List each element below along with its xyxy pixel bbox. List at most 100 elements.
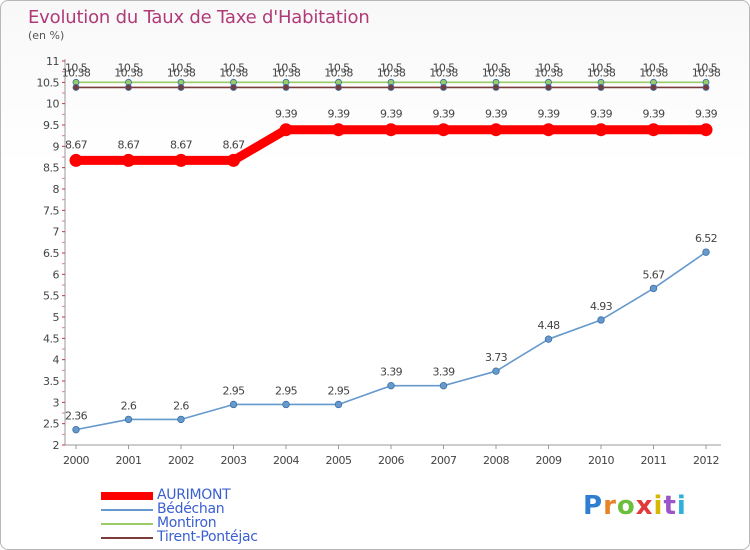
data-point: [72, 425, 80, 434]
data-label: 9.39: [695, 108, 718, 121]
data-label: 10.5: [695, 61, 718, 74]
data-label: 10.38: [534, 66, 563, 79]
data-point: [174, 153, 188, 167]
data-label: 10.5: [590, 61, 613, 74]
data-label: 2.95: [275, 384, 298, 397]
data-point: [437, 123, 450, 137]
x-tick-label: 2007: [431, 454, 457, 467]
data-label: 9.39: [537, 108, 560, 121]
legend-swatch: [101, 509, 153, 511]
data-label: 10.5: [642, 61, 665, 74]
data-label: 10.38: [324, 66, 353, 79]
data-point: [699, 123, 713, 137]
data-label: 10.5: [222, 61, 245, 74]
data-point: [544, 335, 553, 343]
legend-label: Bédéchan: [157, 501, 225, 517]
series-tirent-pont-jac: 10.38 10.38 10.38 10.38 10.38 10.38 10.38 10.38…: [62, 66, 721, 91]
data-point: [332, 123, 345, 137]
data-label: 10.38: [587, 66, 616, 79]
data-label: 10.5: [537, 61, 560, 74]
data-point: [230, 84, 237, 91]
y-tick-label: 8.5: [43, 162, 59, 175]
data-label: 10.5: [380, 61, 403, 74]
data-label: 10.38: [639, 66, 668, 79]
y-tick-label: 2.5: [43, 418, 59, 431]
y-tick-label: 5: [53, 311, 60, 324]
data-point: [649, 284, 658, 293]
data-point: [387, 381, 395, 390]
data-point: [542, 123, 555, 137]
chart-title: Evolution du Taux de Taxe d'Habitation: [28, 7, 370, 28]
x-tick-label: 2002: [168, 454, 194, 467]
x-tick-label: 2003: [221, 454, 247, 467]
y-tick-label: 8: [53, 183, 60, 196]
y-tick-label: 3: [53, 396, 60, 409]
data-point: [597, 84, 605, 91]
y-tick-label: 9: [53, 140, 60, 153]
data-label: 2.36: [65, 410, 88, 423]
data-label: 2.6: [173, 399, 189, 412]
data-label: 6.52: [695, 232, 717, 245]
data-label: 3.73: [485, 351, 508, 364]
y-tick-label: 4: [53, 354, 60, 367]
series-aurimont: 8.67 8.67 8.67 8.67 9.39 9.39 9.39 9.39 9.39 9.39…: [65, 108, 718, 167]
data-label: 9.39: [485, 108, 508, 121]
data-label: 8.67: [222, 138, 245, 151]
legend-label: Montiron: [157, 515, 217, 531]
y-tick-label: 6: [53, 268, 60, 281]
x-tick-label: 2011: [641, 454, 667, 467]
x-tick-label: 2009: [536, 454, 562, 467]
data-point: [72, 84, 80, 91]
data-point: [439, 381, 448, 390]
data-point: [647, 123, 660, 137]
data-label: 4.93: [590, 300, 613, 313]
data-point: [335, 84, 342, 91]
data-label: 10.38: [62, 66, 91, 79]
data-point: [440, 84, 447, 91]
data-point: [650, 84, 657, 91]
y-tick-label: 11: [46, 55, 59, 68]
data-point: [702, 84, 710, 91]
y-tick-label: 3.5: [43, 375, 59, 388]
data-point: [384, 123, 398, 137]
data-point: [177, 84, 185, 91]
data-point: [124, 415, 133, 424]
data-label: 5.67: [642, 268, 665, 281]
data-point: [177, 415, 185, 424]
x-tick-label: 2008: [483, 454, 509, 467]
data-point: [125, 84, 132, 91]
data-label: 4.48: [537, 319, 560, 332]
legend-swatch: [101, 523, 153, 525]
data-point: [122, 153, 135, 167]
y-tick-label: 7: [53, 226, 60, 239]
data-point: [702, 248, 710, 256]
legend-swatch: [101, 492, 153, 500]
data-point: [594, 123, 608, 137]
data-label: 10.38: [114, 66, 143, 79]
data-label: 10.5: [117, 61, 140, 74]
y-tick-label: 2: [53, 439, 60, 452]
data-point: [489, 123, 503, 137]
data-label: 3.39: [380, 366, 403, 379]
x-tick-label: 2010: [588, 454, 614, 467]
data-label: 8.67: [117, 138, 140, 151]
y-tick-label: 7.5: [43, 204, 59, 217]
data-label: 9.39: [432, 108, 455, 121]
data-label: 2.6: [121, 399, 137, 412]
data-label: 10.38: [429, 66, 458, 79]
legend-swatch: [101, 537, 153, 539]
x-tick-label: 2001: [116, 454, 142, 467]
y-tick-label: 9.5: [43, 119, 59, 132]
data-label: 10.38: [219, 66, 248, 79]
data-label: 10.38: [692, 66, 721, 79]
series-b-d-chan: 2.36 2.6 2.6 2.95 2.95 2.95 3.39 3.39 3.73 4.48 4.…: [65, 232, 718, 434]
x-tick-label: 2006: [378, 454, 404, 467]
data-point: [545, 84, 552, 91]
y-tick-label: 10.5: [37, 76, 60, 89]
data-label: 10.38: [272, 66, 301, 79]
data-point: [492, 367, 500, 375]
data-point: [229, 400, 238, 409]
data-label: 10.5: [65, 61, 88, 74]
x-tick-label: 2004: [273, 454, 299, 467]
